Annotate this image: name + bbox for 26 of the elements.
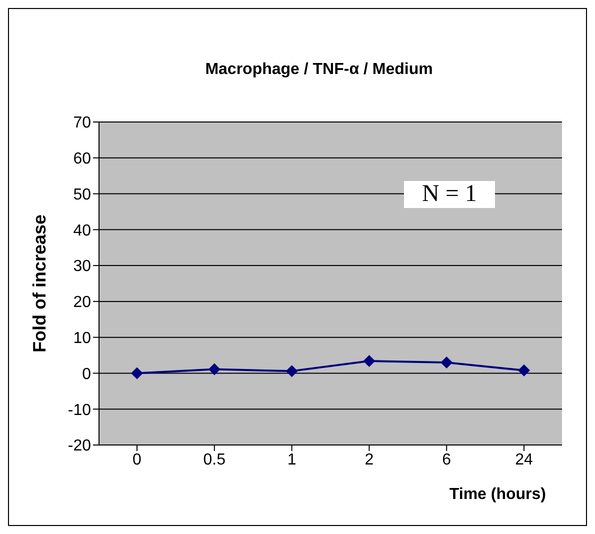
point (518, 364, 530, 376)
point (131, 367, 143, 380)
y-tick-label: 70 (73, 114, 92, 132)
y-tick-label: 0 (82, 366, 92, 383)
annotation: N = 1 (404, 181, 495, 208)
chart-title: Macrophage / TNF-α / Medium (204, 61, 434, 79)
point (363, 355, 376, 368)
x-axis-title: Time (hours) (449, 486, 546, 503)
x-tick-label: 6 (442, 451, 452, 468)
y-tick-label: 10 (73, 330, 92, 348)
point (286, 365, 298, 378)
y-tick-label: 20 (73, 294, 92, 312)
point (208, 363, 220, 376)
x-tick-label: 2 (364, 451, 374, 468)
y-axis-title: Fold of increase (29, 214, 50, 353)
y-tick-label: -20 (68, 438, 92, 455)
x-tick-label: 0 (132, 451, 142, 468)
x-tick-label: 0.5 (203, 451, 226, 468)
x-tick-label: 24 (515, 451, 533, 468)
y-tick-label: 50 (73, 186, 92, 204)
x-tick-label: 1 (287, 451, 296, 468)
y-tick-label: -10 (68, 402, 92, 419)
y-tick-label: 40 (73, 222, 92, 240)
y-tick-label: 60 (73, 150, 92, 168)
y-tick-label: 30 (73, 258, 92, 276)
point (440, 356, 453, 368)
